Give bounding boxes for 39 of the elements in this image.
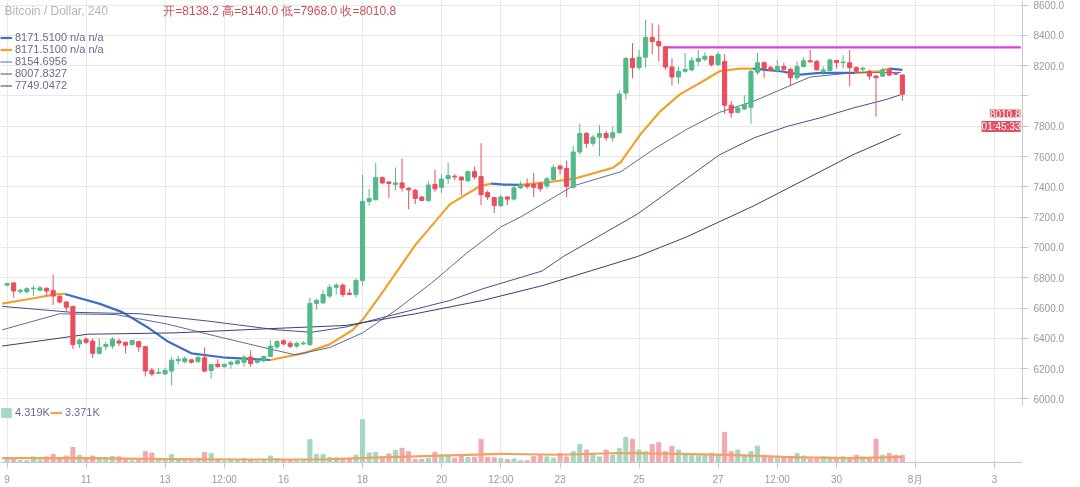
x-tick-label: 23 <box>554 473 567 485</box>
x-tick-label: 18 <box>357 473 369 485</box>
x-tick-label: 13 <box>159 473 172 485</box>
legend-label: 4.319K <box>15 406 50 418</box>
x-tick-label: 27 <box>712 473 725 485</box>
y-tick-label: 6800.0 <box>1033 272 1065 284</box>
y-tick-label: 7200.0 <box>1033 212 1065 224</box>
annotation: 01:45:33 <box>981 121 1021 132</box>
legend-label: 8007.8327 <box>15 67 67 79</box>
legend-label: 8171.5100 n/a n/a <box>15 43 104 55</box>
x-tick-label: 16 <box>278 473 290 485</box>
y-tick-label: 8600.0 <box>1033 0 1065 12</box>
annotation: 8010.8 <box>989 108 1021 120</box>
x-tick-label: 30 <box>830 473 843 485</box>
y-tick-label: 8200.0 <box>1033 60 1065 72</box>
x-tick-label: 12:00 <box>488 473 514 485</box>
legend-label: 8154.6956 <box>15 55 67 67</box>
y-tick-label: 6000.0 <box>1033 393 1065 405</box>
y-tick-label: 7600.0 <box>1033 151 1065 163</box>
x-tick-label: 3 <box>991 473 998 485</box>
y-tick-label: 6200.0 <box>1033 363 1065 375</box>
y-tick-label: 7000.0 <box>1033 242 1065 254</box>
x-tick-label: 11 <box>80 473 92 485</box>
chart-subtitle: 开=8138.2 高=8140.0 低=7968.0 收=8010.8 <box>163 3 397 18</box>
y-tick-label: 6400.0 <box>1033 333 1065 345</box>
y-tick-label: 7800.0 <box>1033 121 1065 133</box>
y-tick-label: 7400.0 <box>1033 181 1065 193</box>
x-tick-label: 12:00 <box>211 473 238 485</box>
x-tick-label: 25 <box>633 473 646 485</box>
x-tick-label: 8月 <box>907 473 924 485</box>
y-tick-label: 8400.0 <box>1033 30 1065 42</box>
x-tick-label: 20 <box>435 473 448 485</box>
legend-label: 8171.5100 n/a n/a <box>15 31 104 43</box>
legend-label: 7749.0472 <box>15 79 67 91</box>
y-tick-label: 6600.0 <box>1033 303 1065 315</box>
x-tick-label: 12:00 <box>764 473 791 485</box>
chart-title: Bitcoin / Dollar, 240 <box>4 3 109 18</box>
legend-label: 3.371K <box>64 406 100 418</box>
x-tick-label: 9 <box>4 473 11 485</box>
